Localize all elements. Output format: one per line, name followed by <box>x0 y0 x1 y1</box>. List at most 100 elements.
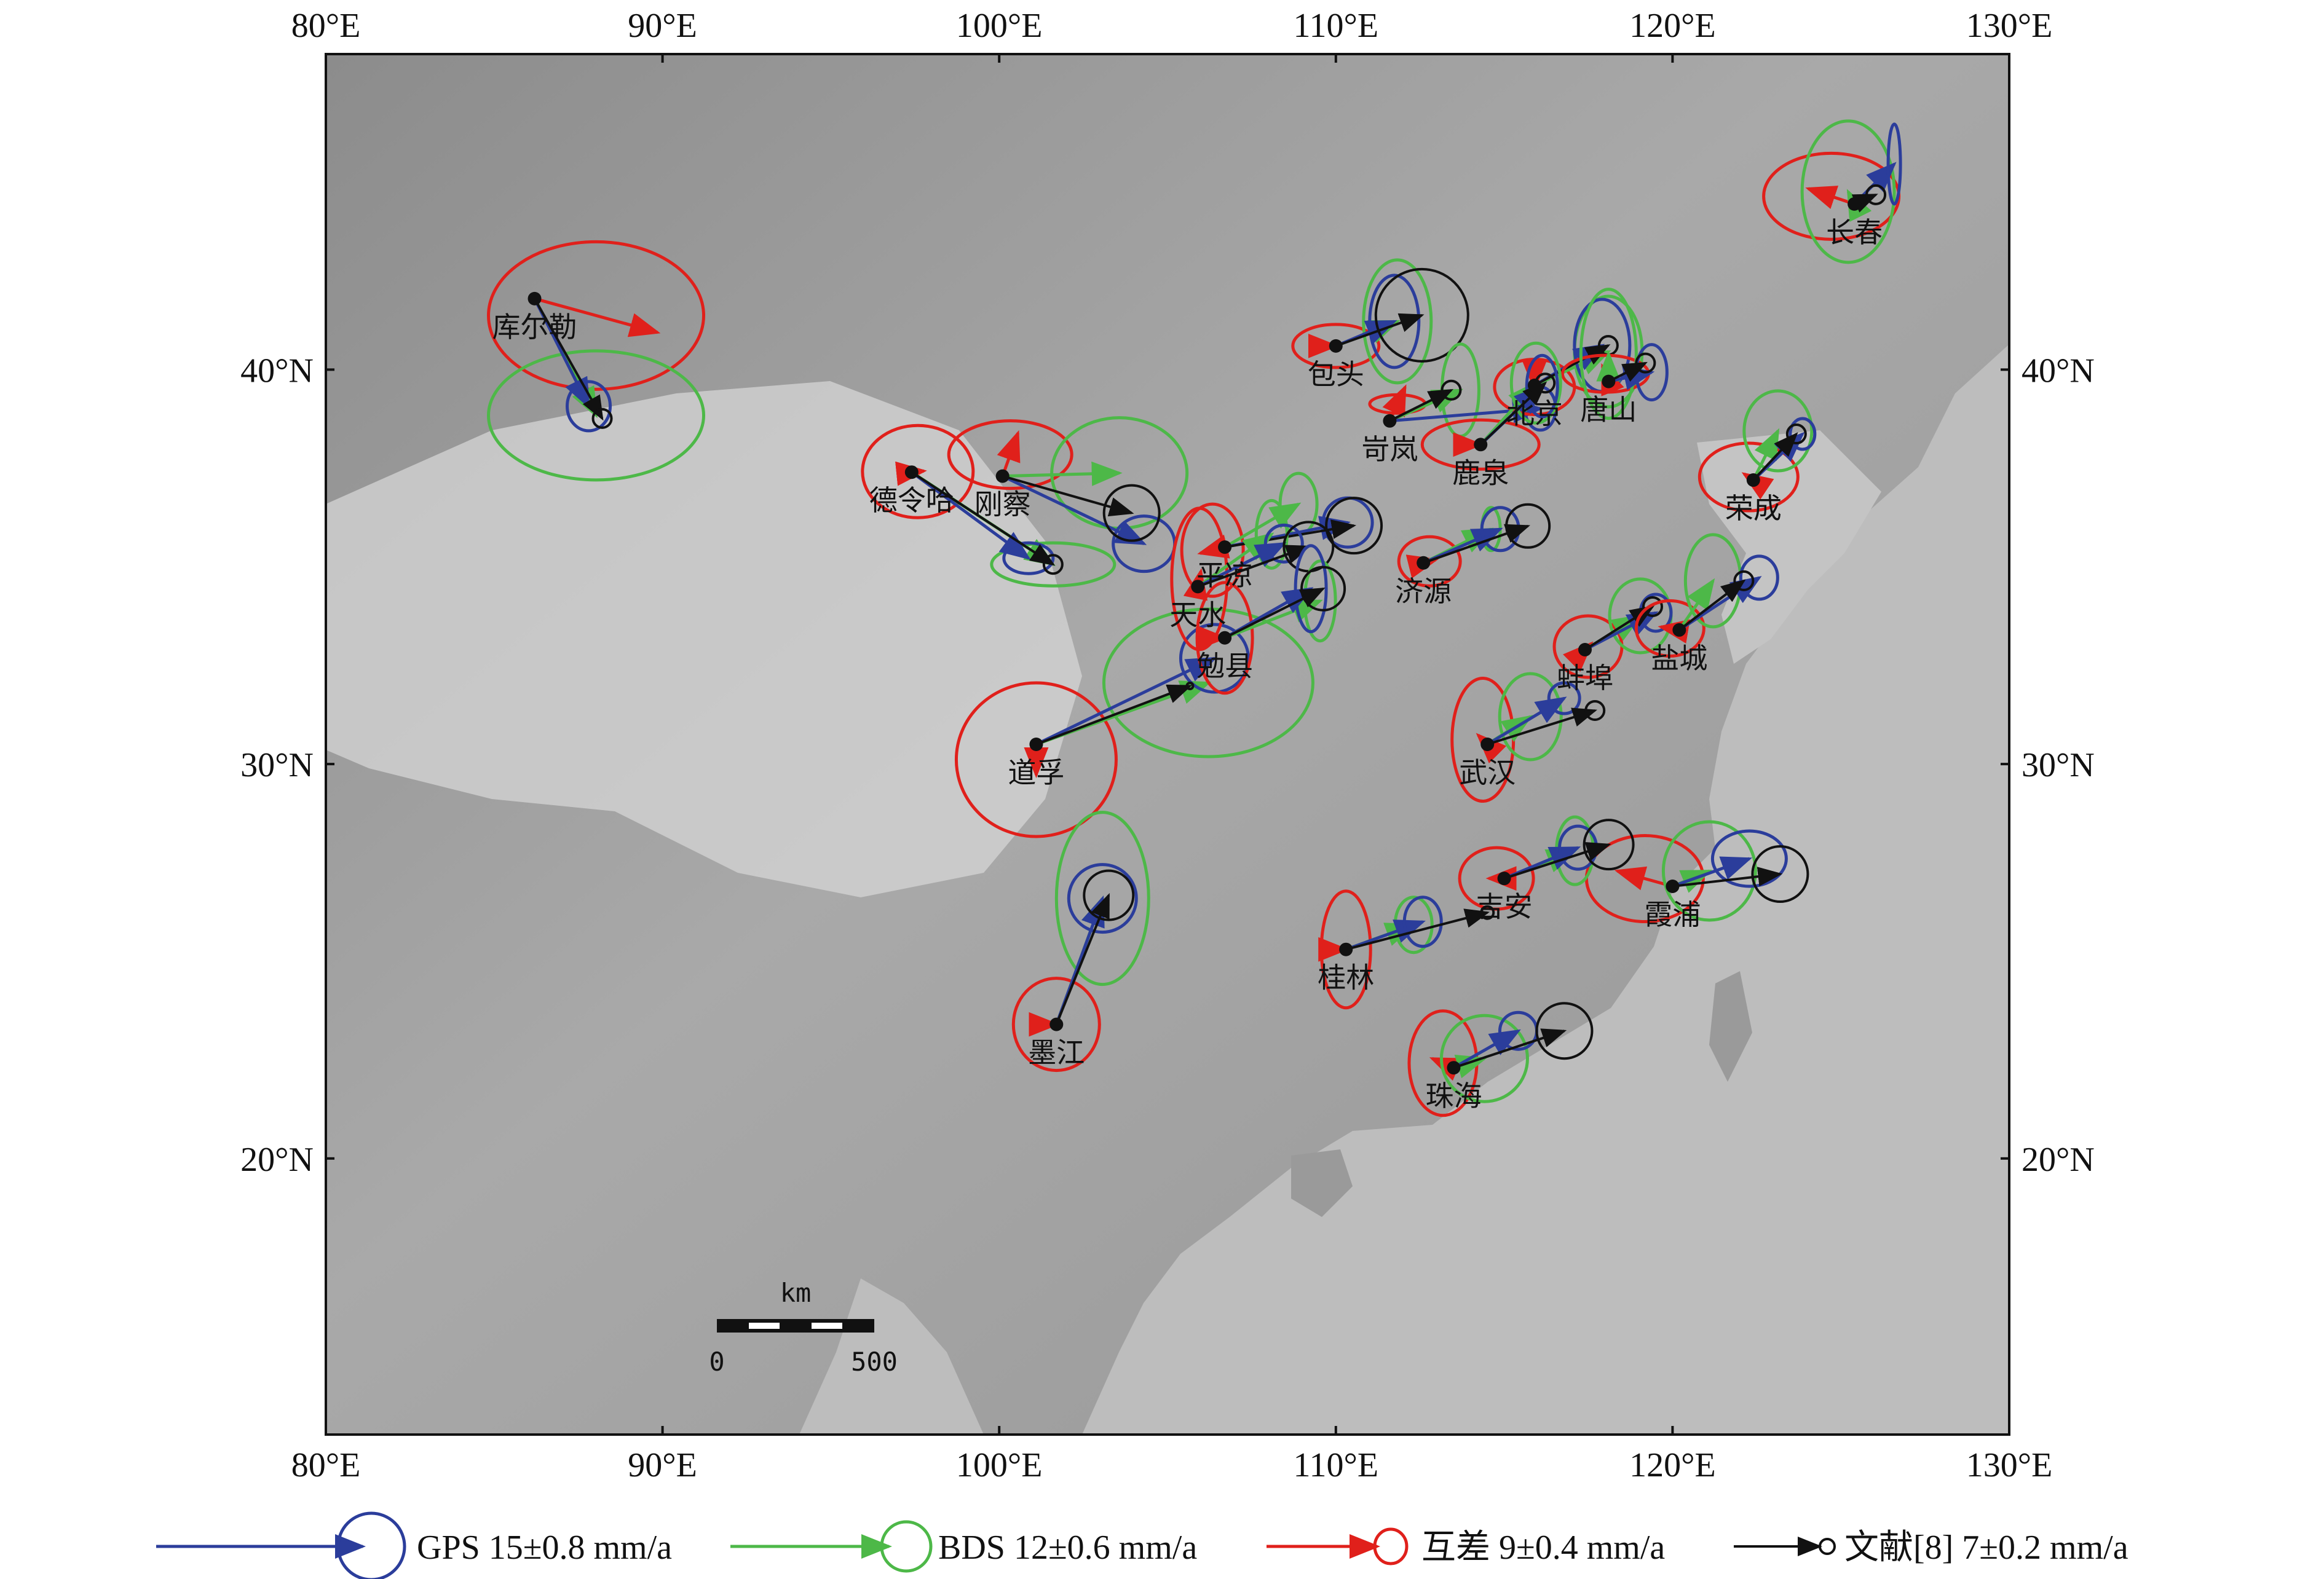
station-label: 北京 <box>1506 397 1563 430</box>
station-label: 库尔勒 <box>492 310 577 344</box>
lit-error-ellipse <box>1751 845 1809 904</box>
lit-error-ellipse <box>1785 423 1807 445</box>
lon-tick-label-bottom: 80°E <box>291 1446 361 1484</box>
bds-vector <box>1223 502 1302 549</box>
gps-error-ellipse <box>1263 523 1304 564</box>
lit-error-ellipse <box>1441 379 1462 401</box>
station-marker <box>1417 556 1431 570</box>
legend-bds-label: BDS 12±0.6 mm/a <box>938 1529 1197 1567</box>
scale-max: 500 <box>851 1347 898 1377</box>
velocity-vectors <box>487 119 1902 1117</box>
station-marker <box>995 469 1010 483</box>
lit-error-ellipse <box>1185 682 1195 690</box>
lit-vector <box>1752 432 1798 481</box>
bds-error-ellipse <box>1102 607 1314 758</box>
station-9-vectors <box>1560 288 1669 420</box>
lon-tick-label-bottom: 90°E <box>628 1446 697 1484</box>
lit-error-ellipse <box>1325 497 1383 555</box>
station-label: 蚌埠 <box>1557 661 1613 695</box>
lon-tick-label-top: 100°E <box>956 7 1043 45</box>
station-18-vectors <box>1634 533 1779 658</box>
station-label: 霞浦 <box>1644 898 1701 931</box>
station-marker <box>904 465 919 479</box>
diff-error-ellipse <box>1397 535 1462 588</box>
scale-min: 0 <box>709 1347 724 1377</box>
station-marker <box>1218 540 1232 554</box>
bds-vector <box>1752 428 1780 481</box>
station-label: 鹿泉 <box>1452 456 1509 489</box>
lon-tick-label-top: 80°E <box>291 7 361 45</box>
bds-error-ellipse <box>990 541 1117 588</box>
station-label: 墨江 <box>1028 1036 1085 1069</box>
station-marker <box>1383 414 1397 428</box>
station-label: 吉安 <box>1476 890 1533 923</box>
legend-lit-label: 文献[8] 7±0.2 mm/a <box>1844 1529 2128 1567</box>
lon-tick-label-top: 120°E <box>1629 7 1716 45</box>
station-6-vectors <box>1291 258 1469 385</box>
station-5-vectors <box>1011 811 1150 1073</box>
station-label: 德令哈 <box>869 484 954 517</box>
gps-error-ellipse <box>1402 896 1443 948</box>
diff-vector <box>534 297 661 337</box>
station-label: 道孚 <box>1008 756 1064 789</box>
station-marker <box>1666 880 1680 894</box>
lon-tick-label-bottom: 130°E <box>1966 1446 2053 1484</box>
lit-vector <box>1678 579 1746 631</box>
lit-error-ellipse <box>1535 1002 1594 1060</box>
diff-error-ellipse <box>1011 977 1101 1073</box>
lit-vector <box>1055 892 1110 1025</box>
station-10-vectors <box>1420 341 1562 471</box>
gps-error-ellipse <box>1067 863 1138 934</box>
legend-bds: BDS 12±0.6 mm/a <box>730 1520 1197 1573</box>
diff-error-ellipse <box>1195 581 1254 695</box>
lit-vector <box>1479 381 1547 446</box>
lat-tick-label-right: 30°N <box>2022 746 2095 784</box>
gps-vector <box>1453 1029 1521 1069</box>
station-marker <box>1218 631 1232 645</box>
diff-vector <box>1805 186 1855 210</box>
station-23-vectors <box>1407 1002 1594 1117</box>
station-label: 盐城 <box>1651 642 1707 675</box>
station-marker <box>1527 379 1541 393</box>
lit-error-ellipse <box>1374 267 1469 363</box>
station-label: 岢岚 <box>1361 433 1418 466</box>
hainan-island <box>1291 1149 1353 1217</box>
station-marker <box>1329 339 1343 353</box>
diff-error-ellipse <box>1291 323 1381 369</box>
lit-error-ellipse <box>1584 700 1606 721</box>
station-label: 珠海 <box>1425 1079 1482 1112</box>
lat-tick-label-left: 20°N <box>240 1141 314 1179</box>
lit-vector <box>1487 707 1598 746</box>
lon-tick-label-top: 110°E <box>1294 7 1379 45</box>
lit-vector <box>1035 684 1193 746</box>
lit-error-ellipse <box>1635 352 1656 374</box>
station-12-vectors <box>1698 389 1817 513</box>
lit-vector <box>1423 524 1530 564</box>
station-4-vectors <box>954 607 1314 838</box>
diff-vector <box>1614 866 1674 891</box>
station-marker <box>1029 738 1043 751</box>
station-marker <box>1602 374 1616 388</box>
station-21-vectors <box>1458 815 1635 911</box>
bds-error-ellipse <box>1742 389 1814 473</box>
legend-diff-label: 互差 9±0.4 mm/a <box>1421 1529 1665 1567</box>
gps-error-ellipse <box>1294 544 1328 634</box>
lon-tick-label-top: 130°E <box>1966 7 2053 45</box>
station-marker <box>1474 438 1488 452</box>
station-15-vectors <box>1195 544 1346 695</box>
scale-unit: km <box>780 1278 812 1308</box>
lit-vector <box>1197 545 1311 588</box>
station-label: 济源 <box>1395 575 1452 608</box>
gps-vector <box>911 471 1031 561</box>
legend-gps: GPS 15±0.8 mm/a <box>156 1511 672 1579</box>
taiwan-island <box>1709 971 1752 1082</box>
gps-vector <box>1002 474 1147 545</box>
bds-error-ellipse <box>1509 341 1562 425</box>
station-1-vectors <box>487 240 706 482</box>
scale-bar: km 0 500 <box>709 1278 898 1377</box>
lit-error-ellipse <box>1300 565 1346 612</box>
station-14-vectors <box>1170 498 1335 652</box>
diff-error-ellipse <box>1420 418 1541 471</box>
diff-error-ellipse <box>954 681 1118 838</box>
